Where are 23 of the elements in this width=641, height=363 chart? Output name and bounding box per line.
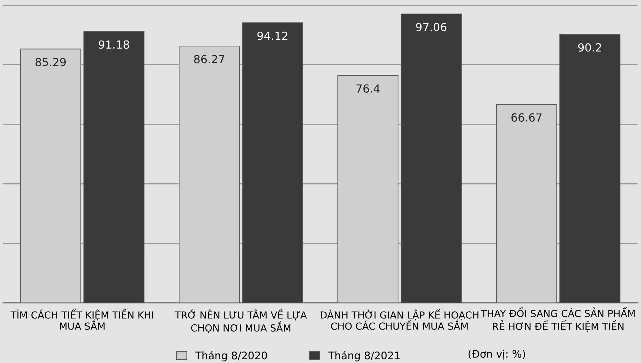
data-label: 86.27 <box>194 55 224 64</box>
bar <box>496 104 558 304</box>
x-tick-label: TRỞ NÊN LƯU TÂM VỀ LỰA CHỌN NƠI MUA SẮM <box>175 308 308 334</box>
legend-label: Tháng 8/2020 <box>195 351 268 362</box>
data-label: 94.12 <box>258 32 288 40</box>
data-label: 90.2 <box>578 44 602 52</box>
bar <box>338 75 399 304</box>
bar <box>179 46 240 304</box>
x-tick-label: TÌM CÁCH TIẾT KIỆM TIỀN KHI MUA SẮM <box>10 308 154 330</box>
data-label: 91.18 <box>98 40 130 49</box>
x-tick-label: THAY ĐỔI SANG CÁC SẢN PHẨM RẺ HƠN ĐỂ TIẾT KIỆM TIỀN <box>481 307 635 332</box>
data-label: 85.29 <box>36 58 66 67</box>
x-tick-label: DÀNH THỜI GIAN LẬP KẾ HOẠCH CHO CÁC CHUYẾN MUA SẮM <box>321 308 479 330</box>
data-label: 76.4 <box>356 84 380 93</box>
bar <box>20 48 82 304</box>
legend-label: Tháng 8/2021 <box>328 351 400 362</box>
data-label: 66.67 <box>512 114 542 122</box>
bar <box>560 34 621 304</box>
bar <box>400 14 462 304</box>
bar <box>84 31 145 304</box>
text: (Đơn vị: %) <box>468 350 526 360</box>
data-label: 97.06 <box>416 23 447 32</box>
bar <box>242 22 304 304</box>
